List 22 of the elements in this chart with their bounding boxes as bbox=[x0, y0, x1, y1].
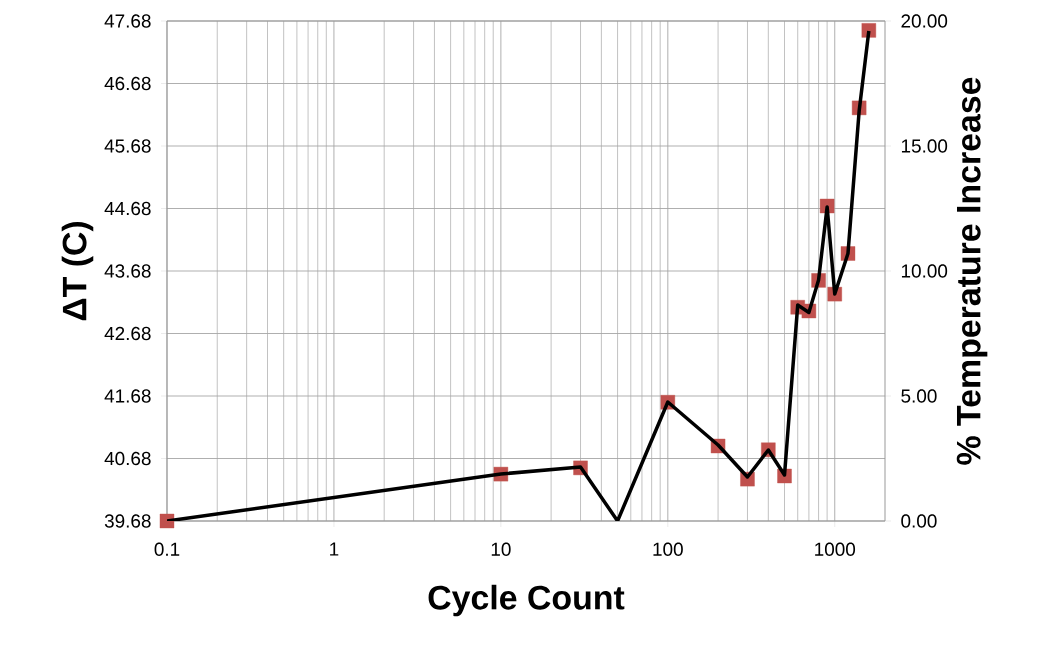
y-tick-label: 44.68 bbox=[104, 201, 151, 216]
y2-tick-label: 20.00 bbox=[901, 14, 948, 28]
y-tick-label: 40.68 bbox=[104, 451, 151, 466]
y-tick-label: 46.68 bbox=[104, 76, 151, 91]
y2-axis-title: % Temperature Increase bbox=[956, 77, 988, 465]
y-tick-label: 42.68 bbox=[104, 326, 151, 341]
y-tick-label: 41.68 bbox=[104, 389, 151, 403]
x-tick-label: 10 bbox=[491, 542, 511, 556]
y2-tick-label: 0.00 bbox=[901, 514, 937, 528]
y-tick-label: 39.68 bbox=[104, 514, 151, 528]
y-tick-label: 45.68 bbox=[104, 139, 151, 153]
y2-tick-label: 5.00 bbox=[901, 389, 937, 403]
x-tick-label: 1 bbox=[330, 542, 339, 556]
y-tick-label: 47.68 bbox=[104, 14, 151, 28]
y-axis-title: ΔT (C) bbox=[61, 221, 94, 321]
y2-tick-label: 15.00 bbox=[901, 139, 948, 153]
y2-tick-label: 10.00 bbox=[901, 264, 948, 278]
x-tick-label: 100 bbox=[653, 542, 683, 556]
y-tick-label: 43.68 bbox=[104, 264, 151, 278]
x-axis-title: Cycle Count bbox=[428, 584, 625, 617]
x-tick-label: 0.1 bbox=[154, 542, 180, 556]
x-tick-label: 1000 bbox=[815, 542, 856, 556]
